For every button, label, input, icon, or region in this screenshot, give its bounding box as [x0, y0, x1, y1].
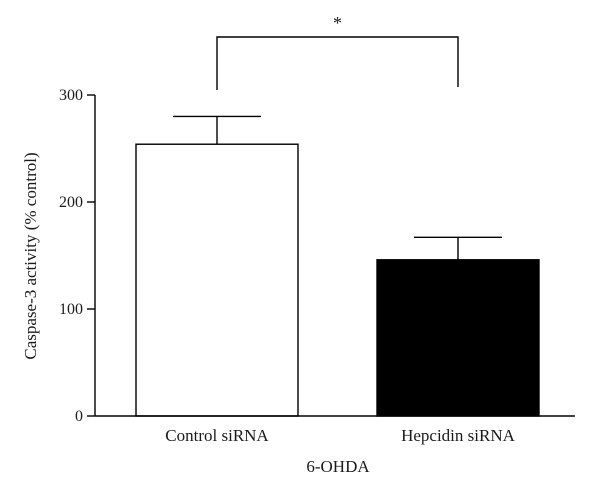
significance-star: * — [333, 13, 342, 33]
bars-layer — [135, 143, 540, 417]
y-tick-label: 0 — [75, 408, 83, 425]
error-bars-layer — [173, 115, 502, 260]
y-axis-title: Caspase-3 activity (% control) — [21, 152, 40, 359]
y-tick-label: 200 — [59, 194, 83, 211]
x-axis-title: 6-OHDA — [306, 457, 370, 476]
y-tick-label: 100 — [59, 301, 83, 318]
significance-bracket — [216, 36, 459, 90]
x-category-label: Control siRNA — [165, 426, 269, 445]
x-category-label: Hepcidin siRNA — [401, 426, 516, 445]
significance-annotation: * — [216, 13, 459, 90]
bar-hepcidin-sirna — [376, 259, 540, 417]
y-tick-label: 300 — [59, 87, 83, 104]
y-axis: 0 100 200 300 Control siRNA Hepcidin siRNA — [59, 87, 575, 445]
bar-control-sirna — [135, 143, 299, 417]
